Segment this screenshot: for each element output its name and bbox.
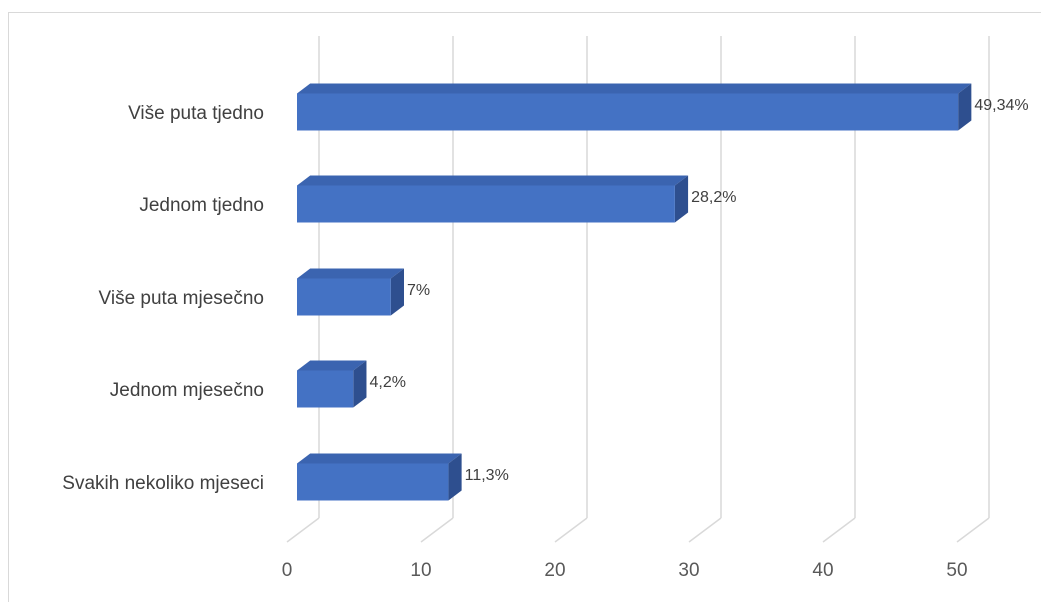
bar-side-face [390,268,404,316]
x-axis-tick-labels: 0 10 20 30 40 50 [282,560,968,581]
bars [297,83,972,501]
floor-gridline-0 [286,517,320,543]
bar-top-face [297,268,404,279]
floor-gridline-40 [822,517,856,543]
bar-front-face [297,463,449,501]
chart-area [8,12,1041,602]
data-label: 4,2% [369,374,405,391]
data-labels: 49,34% 28,2% 7% 4,2% 11,3% [369,97,1028,484]
bar-side-face [353,360,367,408]
category-label: Više puta tjedno [128,103,264,124]
floor-gridline-50 [956,517,990,543]
bar [297,360,367,408]
data-label: 28,2% [691,189,736,206]
x-tick-label: 20 [544,560,565,581]
x-tick-label: 10 [410,560,431,581]
floor-gridline-10 [420,517,454,543]
bar-front-face [297,278,391,316]
category-label: Svakih nekoliko mjeseci [62,473,264,494]
bar-top-face [297,453,462,464]
bar [297,268,404,316]
data-label: 49,34% [974,97,1028,114]
category-label: Jednom tjedno [139,195,264,216]
floor-gridline-20 [554,517,588,543]
category-label: Više puta mjesečno [99,288,264,309]
x-tick-label: 50 [946,560,967,581]
data-label: 7% [407,282,430,299]
data-label: 11,3% [465,467,509,484]
bar-front-face [297,370,354,408]
bar-top-face [297,175,689,186]
bar-front-face [297,185,675,223]
bar-side-face [958,83,972,131]
bar [297,453,462,501]
bar-side-face [674,175,689,223]
category-labels: Više puta tjedno Jednom tjedno Više puta m… [62,103,264,494]
bar-top-face [297,83,972,94]
floor-gridline-30 [688,517,722,543]
x-tick-label: 40 [812,560,833,581]
x-tick-label: 30 [678,560,699,581]
category-label: Jednom mjesečno [110,380,264,401]
bar [297,175,689,223]
x-tick-label: 0 [282,560,293,581]
bar-side-face [448,453,462,501]
bar [297,83,972,131]
bar-top-face [297,360,367,371]
bar-front-face [297,93,959,131]
